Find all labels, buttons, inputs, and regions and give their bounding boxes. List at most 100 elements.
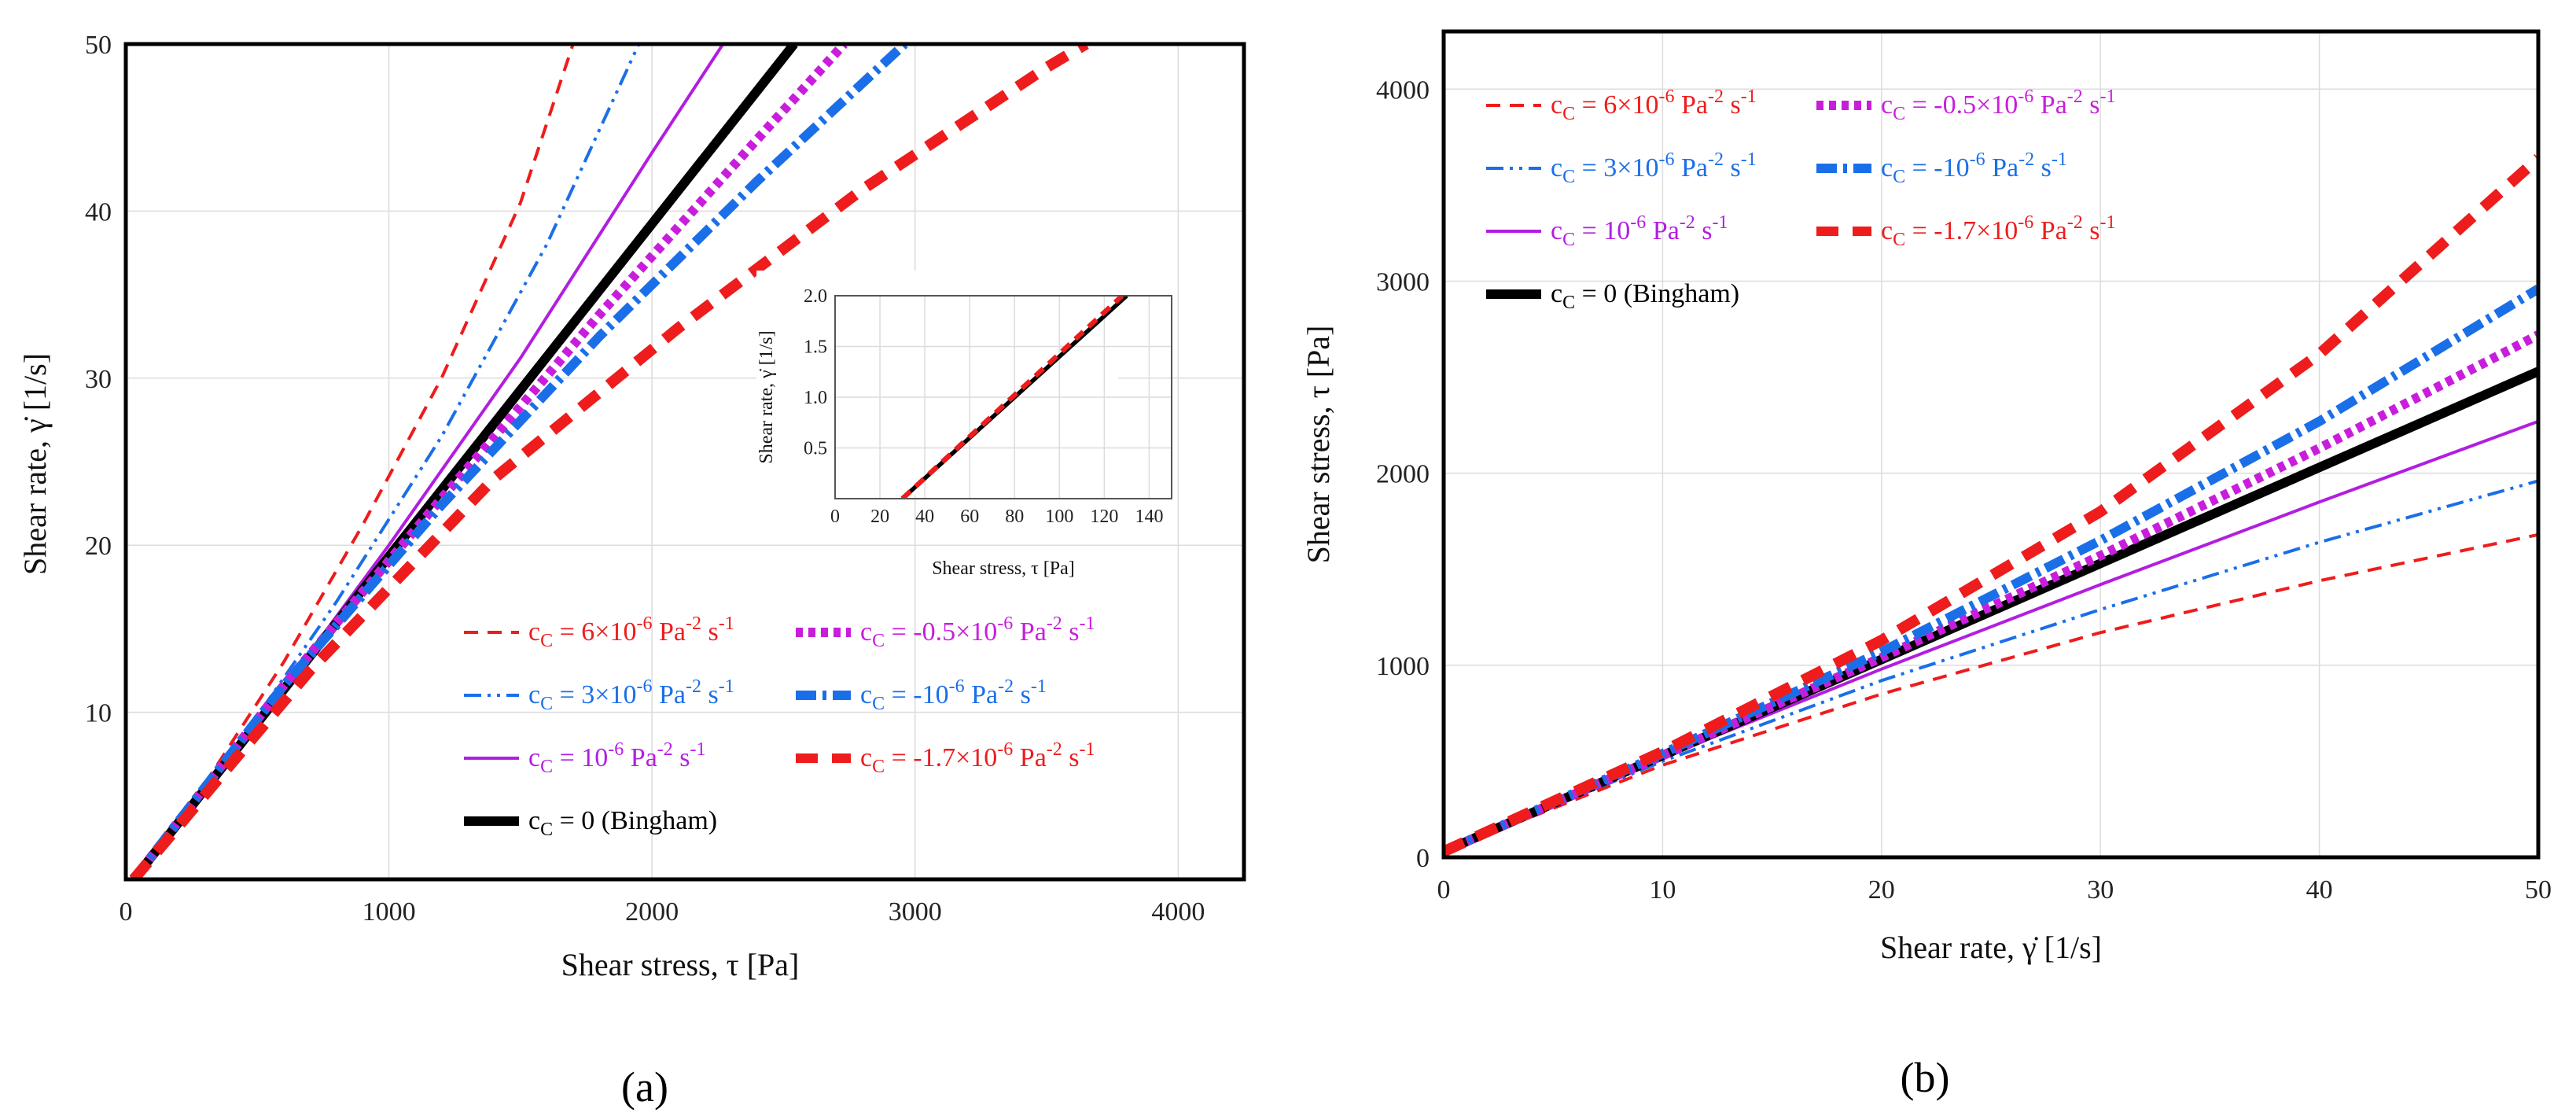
legend_a-label-part: -6 [608,739,624,760]
legend_a-label-part: Pa [624,743,657,772]
legend_a-label-part: -2 [1047,613,1062,634]
b-series-group [1444,153,2538,857]
legend_a-label-part: = 0 (Bingham) [553,806,717,835]
a-y-axis-label: Shear rate, γ̇ [1/s] [17,353,53,575]
b-x-tick-label: 10 [1649,875,1676,904]
legend_a-label-part: = 6×10 [553,617,636,647]
in-y-tick-label: 1.5 [804,337,827,358]
a-x-tick-label: 3000 [889,897,942,927]
legend_a-label-part: c [860,680,872,709]
legend_b-label-part: -6 [2018,212,2033,233]
panel-label-a: (a) [621,1063,668,1111]
in-x-tick-label: 60 [960,507,979,527]
legend_a-label-part: C [540,757,553,777]
legend_a-label-part: -2 [998,676,1014,697]
a-x-tick-label: 4000 [1151,897,1205,927]
legend_a-label-part: c [528,680,540,709]
b-y-tick-label: 4000 [1376,76,1430,105]
a-y-tick-label: 10 [85,699,112,728]
legend_a-label-part: = -0.5×10 [885,617,997,647]
legend_a-label-part: C [872,694,885,714]
legend_b-label-part: s [1724,90,1741,120]
legend_b-label-part: C [1562,167,1575,187]
legend_a-label-part: = 10 [553,743,608,772]
legend_a-label-part: -1 [719,676,734,697]
legend_b-label-part: Pa [2033,90,2067,120]
legend_b-label-part: = 6×10 [1575,90,1658,120]
legend_b-label-part: C [1562,104,1575,124]
legend_b-label-part: -6 [1970,149,1985,170]
a-y-tick-label: 20 [85,532,112,561]
a-y-tick-labels: 10 20 30 40 50 [85,31,112,728]
legend_b-label-s2: cC = 3×10-6 Pa-2 s-1 [1551,149,1757,187]
a-y-tick-label: 40 [85,197,112,227]
a-series-group [129,44,1089,879]
legend_a-label-part: -2 [686,676,701,697]
legend_b-label-part: c [1551,90,1562,120]
inset-x-tick-labels: 0 20 40 60 80 100 120 140 [830,507,1163,527]
legend_b-label-s7: cC = -1.7×10-6 Pa-2 s-1 [1881,212,2116,250]
legend_a-label-part: C [872,757,885,777]
inset-y-axis-label: Shear rate, γ̇ [1/s] [756,330,777,463]
legend_b-label-part: c [1881,90,1893,120]
legend_a-label-part: -2 [657,739,673,760]
legend_b-label-part: = 10 [1575,216,1630,245]
legend_b-label-part: = 0 (Bingham) [1575,279,1739,308]
legend_a-label-part: s [1062,743,1080,772]
panel-label-b: (b) [1901,1054,1950,1101]
legend_b-label-part: C [1893,230,1905,250]
legend_a-label-part: c [528,743,540,772]
b-y-axis-label: Shear stress, τ [Pa] [1301,326,1336,564]
legend_b-label-part: -2 [1708,87,1724,107]
legend_b-label-part: Pa [1674,90,1708,120]
a-x-tick-label: 1000 [362,897,416,927]
b-y-tick-label: 0 [1416,844,1430,873]
legend_b-label-part: = -10 [1905,153,1970,182]
legend_b-label-part: c [1881,216,1893,245]
legend_b-label-part: s [1724,153,1741,182]
b-plot-frame [1441,29,2541,860]
inset-grid [834,295,1172,499]
legend_b-label-part: -1 [2100,212,2116,233]
legend_b-label-part: -1 [2100,87,2116,107]
legend_b-label-part: = -0.5×10 [1905,90,2018,120]
in-y-tick-label: 2.0 [804,286,827,307]
legend_a-label-part: -6 [636,613,652,634]
b-x-tick-label: 30 [2087,875,2114,904]
a-series-line-s7 [129,44,1089,879]
panel-b-chart: 0 10 20 30 40 50 0 1000 2000 3000 4000 Shear rate… [1301,29,2552,965]
legend_b-label-part: -1 [1741,149,1757,170]
b-y-tick-labels: 0 1000 2000 3000 4000 [1376,76,1430,873]
legend_a-label-part: s [701,680,719,709]
legend_b-label-part: -2 [1680,212,1695,233]
inset-x-axis-label: Shear stress, τ [Pa] [932,558,1075,579]
legend_a-label-s1: cC = 6×10-6 Pa-2 s-1 [528,613,734,651]
legend_b-label-part: -2 [2018,149,2034,170]
legend_b-label-part: s [2083,90,2100,120]
in-y-tick-label: 1.0 [804,388,827,408]
legend_a-label-part: s [673,743,690,772]
legend_b-label-part: C [1893,167,1905,187]
legend_b-label-s5: cC = -0.5×10-6 Pa-2 s-1 [1881,87,2116,124]
in-x-tick-label: 40 [915,507,934,527]
legend_a-label-part: -1 [1031,676,1047,697]
legend_b-label-part: -1 [2052,149,2067,170]
b-x-tick-label: 0 [1437,875,1451,904]
b-y-tick-label: 3000 [1376,267,1430,297]
in-x-tick-label: 120 [1090,507,1118,527]
legend_a-label-part: = -1.7×10 [885,743,997,772]
b-x-tick-labels: 0 10 20 30 40 50 [1437,875,2552,904]
legend_a-label-s3: cC = 10-6 Pa-2 s-1 [528,739,706,777]
legend_a-label-part: -1 [719,613,734,634]
legend_b-label-part: s [2034,153,2052,182]
in-x-tick-label: 20 [870,507,889,527]
b-y-tick-label: 1000 [1376,652,1430,681]
legend_b-label-part: s [1695,216,1713,245]
legend_a-label-part: -6 [636,676,652,697]
a-y-tick-label: 30 [85,365,112,394]
b-x-tick-label: 40 [2306,875,2333,904]
legend_a-label-part: -1 [690,739,706,760]
b-legend: cC = 6×10-6 Pa-2 s-1 cC = -0.5×10-6 Pa-2 … [1486,87,2116,313]
